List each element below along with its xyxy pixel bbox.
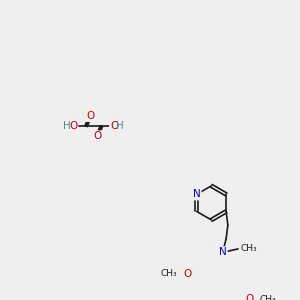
Text: O: O [184,268,192,279]
Text: CH₃: CH₃ [241,244,257,253]
Text: O: O [93,131,101,141]
Text: O: O [86,111,94,121]
Text: N: N [193,189,200,200]
Text: O: O [69,121,77,131]
Text: H: H [116,121,124,131]
Text: O: O [245,294,253,300]
Text: H: H [63,121,71,131]
Text: O: O [110,121,118,131]
Text: CH₃: CH₃ [260,295,276,300]
Text: N: N [219,247,226,257]
Text: CH₃: CH₃ [161,269,178,278]
